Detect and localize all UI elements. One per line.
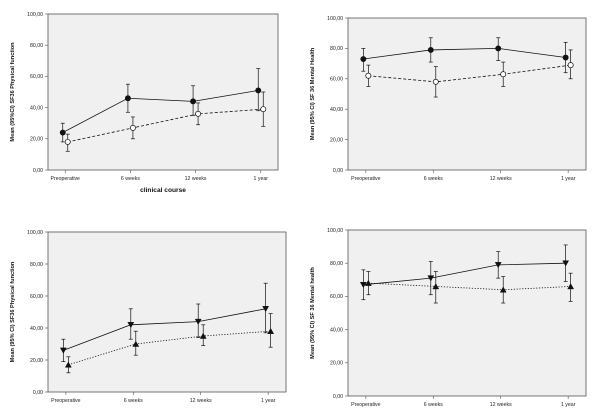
y-tick-label: 100,00 xyxy=(27,12,43,18)
y-tick-label: 60,00 xyxy=(330,294,343,300)
x-tick-label: Preoperative xyxy=(51,398,81,404)
x-tick-label: 6 weeks xyxy=(424,176,443,182)
plot-area xyxy=(47,13,279,171)
data-point-triangle-down xyxy=(127,322,135,329)
y-tick-label: 0,00 xyxy=(333,168,343,174)
plot-area xyxy=(47,231,287,393)
data-point-triangle-up xyxy=(364,279,372,286)
y-tick-label: 40,00 xyxy=(330,107,343,113)
y-axis-label: Mean (95% CI) SF 36 Mental health xyxy=(310,267,316,359)
data-point-circle xyxy=(59,129,66,136)
data-point-triangle-up xyxy=(432,283,440,290)
y-tick-label: 20,00 xyxy=(30,358,43,364)
series-line-1 xyxy=(363,262,566,286)
plot-area xyxy=(347,17,587,171)
x-tick-label: Preoperative xyxy=(351,402,381,408)
chart-panel-physical-function-circles: 0,00 20,00 40,00 60,00 80,00 100,00 Preoperati… xyxy=(10,12,279,194)
y-tick-label: 80,00 xyxy=(30,262,43,268)
y-tick-label: 20,00 xyxy=(30,137,43,143)
y-tick-label: 60,00 xyxy=(30,74,43,80)
data-point-circle xyxy=(500,71,507,78)
x-tick-label: 12 weeks xyxy=(490,176,512,182)
data-point-triangle-down xyxy=(494,262,502,269)
data-point-circle xyxy=(124,95,131,102)
y-tick-label: 0,00 xyxy=(33,168,43,174)
data-point-triangle-up xyxy=(267,327,275,334)
data-point-circle xyxy=(260,106,267,113)
data-point-circle xyxy=(190,98,197,105)
data-point-circle xyxy=(365,72,372,79)
data-point-circle xyxy=(64,138,71,145)
x-tick-label: 1 year xyxy=(261,398,276,404)
y-tick-label: 40,00 xyxy=(30,105,43,111)
x-tick-label: 6 weeks xyxy=(121,176,140,182)
x-tick-label: 1 year xyxy=(561,176,576,182)
y-tick-label: 20,00 xyxy=(330,361,343,367)
data-point-circle xyxy=(255,87,262,94)
data-point-triangle-down xyxy=(562,260,570,267)
y-axis-label: Mean (95%CI) SF36 Physical function xyxy=(10,42,16,142)
data-point-triangle-down xyxy=(262,306,270,313)
y-tick-label: 80,00 xyxy=(330,261,343,267)
data-point-circle xyxy=(562,54,569,61)
y-tick-label: 60,00 xyxy=(330,77,343,83)
data-point-triangle-up xyxy=(567,283,575,290)
y-tick-label: 80,00 xyxy=(330,46,343,52)
y-tick-label: 100,00 xyxy=(327,228,343,234)
data-point-circle xyxy=(129,124,136,131)
data-point-circle xyxy=(432,78,439,85)
x-tick-label: Preoperative xyxy=(351,176,381,182)
data-point-circle xyxy=(360,56,367,62)
data-point-triangle-up xyxy=(199,332,207,339)
x-tick-label: 12 weeks xyxy=(190,398,212,404)
x-tick-label: 12 weeks xyxy=(490,402,512,408)
x-tick-label: 1 year xyxy=(254,176,269,182)
data-point-circle xyxy=(427,46,434,53)
x-tick-label: 6 weeks xyxy=(424,402,443,408)
data-point-circle xyxy=(567,62,574,69)
chart-panel-physical-function-triangles: 0,00 20,00 40,00 60,00 80,00 100,00 Preoperati… xyxy=(10,230,287,404)
chart-panel-mental-health-triangles: 0,00 20,00 40,00 60,00 80,00 100,00 Preoperati… xyxy=(310,228,587,408)
y-tick-label: 40,00 xyxy=(330,327,343,333)
x-axis-label: clinical course xyxy=(140,187,186,194)
series-line-2 xyxy=(368,64,571,83)
y-tick-label: 80,00 xyxy=(30,43,43,49)
x-tick-label: Preoperative xyxy=(51,176,81,182)
chart-panel-mental-health-circles: 0,00 20,00 40,00 60,00 80,00 100,00 Preoperati… xyxy=(310,16,587,182)
data-point-triangle-up xyxy=(132,340,140,347)
data-point-triangle-up xyxy=(64,361,72,368)
data-point-circle xyxy=(495,45,502,52)
series-line-2 xyxy=(68,330,271,366)
y-tick-label: 0,00 xyxy=(333,394,343,400)
data-point-triangle-up xyxy=(499,286,507,293)
y-axis-label: Mean (95% CI) SF 36 Mental Health xyxy=(310,47,316,140)
data-point-triangle-down xyxy=(427,275,435,282)
y-tick-label: 100,00 xyxy=(327,16,343,22)
series-line-1 xyxy=(363,47,566,60)
series-line-2 xyxy=(67,108,264,143)
series-line-1 xyxy=(62,90,259,133)
y-tick-label: 60,00 xyxy=(30,294,43,300)
y-tick-label: 40,00 xyxy=(30,326,43,332)
data-point-triangle-down xyxy=(59,347,67,354)
data-point-circle xyxy=(195,110,202,117)
series-line-2 xyxy=(368,282,571,291)
data-point-triangle-down xyxy=(359,282,367,289)
y-axis-label: Mean (95% CI) SF36 Physical function xyxy=(10,261,16,362)
x-tick-label: 6 weeks xyxy=(124,398,143,404)
plot-area xyxy=(347,229,587,397)
y-tick-label: 100,00 xyxy=(27,230,43,236)
y-tick-label: 20,00 xyxy=(330,137,343,143)
x-tick-label: 1 year xyxy=(561,402,576,408)
data-point-triangle-down xyxy=(194,318,202,325)
x-tick-label: 12 weeks xyxy=(185,176,207,182)
y-tick-label: 0,00 xyxy=(33,390,43,396)
series-line-1 xyxy=(63,308,266,351)
